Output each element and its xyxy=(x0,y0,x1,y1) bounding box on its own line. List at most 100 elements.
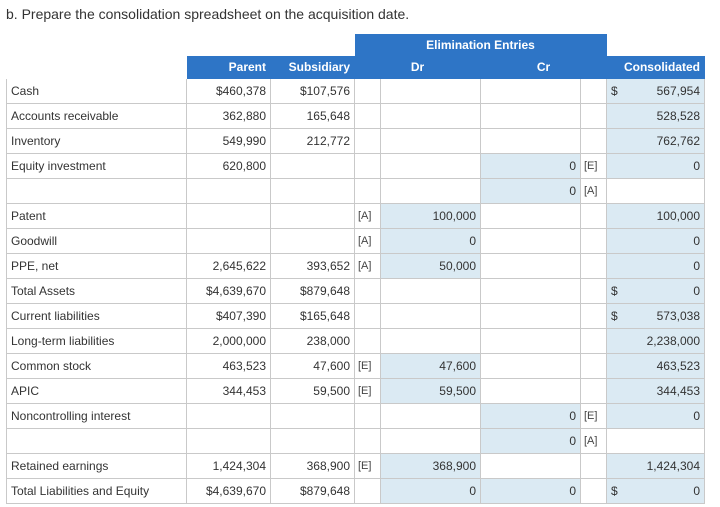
table-row: Noncontrolling interest 0 [E] 0 xyxy=(6,403,705,429)
consolidated-input[interactable]: 528,528 xyxy=(606,103,705,129)
dr-entry-tag: [E] xyxy=(354,453,381,479)
dr-entry-input[interactable]: 0 xyxy=(380,478,481,504)
row-label: APIC xyxy=(6,378,187,404)
header-row-columns: Parent Subsidiary Dr Cr Consolidated xyxy=(6,55,705,79)
cr-entry-input[interactable] xyxy=(480,453,581,479)
cr-entry-input[interactable]: 0 xyxy=(480,403,581,429)
consolidated-input[interactable]: $573,038 xyxy=(606,303,705,329)
dr-entry-input[interactable] xyxy=(380,403,481,429)
table-row: Cash $460,378 $107,576 $567,954 xyxy=(6,78,705,104)
row-label: Noncontrolling interest xyxy=(6,403,187,429)
row-label: Cash xyxy=(6,78,187,104)
dr-entry-tag xyxy=(354,428,381,454)
header-blank-2 xyxy=(186,34,271,56)
cr-entry-input[interactable] xyxy=(480,303,581,329)
cr-entry-input[interactable] xyxy=(480,328,581,354)
cr-entry-tag xyxy=(580,228,607,254)
consolidated-input[interactable]: 0 xyxy=(606,228,705,254)
dr-entry-input[interactable] xyxy=(380,328,481,354)
consolidated-value: 0 xyxy=(693,484,700,498)
consolidation-spreadsheet: Elimination Entries Parent Subsidiary Dr… xyxy=(6,34,705,504)
dr-entry-input[interactable]: 50,000 xyxy=(380,253,481,279)
dr-entry-input[interactable]: 368,900 xyxy=(380,453,481,479)
cr-entry-tag xyxy=(580,453,607,479)
row-label: Long-term liabilities xyxy=(6,328,187,354)
consolidated-input[interactable]: 0 xyxy=(606,403,705,429)
dr-entry-tag xyxy=(354,403,381,429)
header-consolidated: Consolidated xyxy=(606,55,705,79)
cr-entry-input[interactable]: 0 xyxy=(480,428,581,454)
cr-entry-input[interactable] xyxy=(480,203,581,229)
consolidated-input[interactable]: 100,000 xyxy=(606,203,705,229)
cr-entry-tag xyxy=(580,103,607,129)
dr-entry-tag xyxy=(354,278,381,304)
header-label-blank xyxy=(6,55,187,79)
cr-entry-input[interactable] xyxy=(480,228,581,254)
header-dr: Dr xyxy=(354,55,481,79)
consolidated-input[interactable]: 463,523 xyxy=(606,353,705,379)
dr-entry-input[interactable] xyxy=(380,303,481,329)
cr-entry-input[interactable] xyxy=(480,353,581,379)
consolidated-input[interactable]: 762,762 xyxy=(606,128,705,154)
subsidiary-value xyxy=(270,228,355,254)
cr-entry-input[interactable] xyxy=(480,278,581,304)
dr-entry-tag: [A] xyxy=(354,203,381,229)
cr-entry-input[interactable] xyxy=(480,378,581,404)
parent-value: $4,639,670 xyxy=(186,278,271,304)
cr-entry-input[interactable]: 0 xyxy=(480,478,581,504)
parent-value xyxy=(186,428,271,454)
parent-value: 549,990 xyxy=(186,128,271,154)
cr-entry-input[interactable]: 0 xyxy=(480,178,581,204)
dr-entry-input[interactable]: 100,000 xyxy=(380,203,481,229)
consolidated-value: 2,238,000 xyxy=(646,334,700,348)
row-label: Inventory xyxy=(6,128,187,154)
consolidated-value: 463,523 xyxy=(656,359,700,373)
consolidated-input[interactable]: $0 xyxy=(606,478,705,504)
dr-entry-input[interactable]: 59,500 xyxy=(380,378,481,404)
consolidated-input[interactable]: 1,424,304 xyxy=(606,453,705,479)
cr-entry-input[interactable] xyxy=(480,78,581,104)
dr-entry-input[interactable] xyxy=(380,178,481,204)
dr-entry-input[interactable] xyxy=(380,103,481,129)
consolidated-value: 0 xyxy=(693,284,700,298)
cr-entry-input[interactable] xyxy=(480,253,581,279)
dr-entry-input[interactable] xyxy=(380,428,481,454)
consolidated-input[interactable] xyxy=(606,428,705,454)
consolidated-input[interactable]: $0 xyxy=(606,278,705,304)
dr-entry-input[interactable]: 47,600 xyxy=(380,353,481,379)
header-subsidiary: Subsidiary xyxy=(270,55,355,79)
cr-entry-tag xyxy=(580,303,607,329)
parent-value: 620,800 xyxy=(186,153,271,179)
consolidated-value: 100,000 xyxy=(656,209,700,223)
dr-entry-input[interactable] xyxy=(380,153,481,179)
consolidated-input[interactable]: 2,238,000 xyxy=(606,328,705,354)
cr-entry-tag xyxy=(580,253,607,279)
dr-entry-input[interactable] xyxy=(380,128,481,154)
dr-entry-input[interactable] xyxy=(380,278,481,304)
consolidated-input[interactable]: 344,453 xyxy=(606,378,705,404)
subsidiary-value: 165,648 xyxy=(270,103,355,129)
parent-value: 362,880 xyxy=(186,103,271,129)
cr-entry-input[interactable]: 0 xyxy=(480,153,581,179)
parent-value xyxy=(186,203,271,229)
subsidiary-value: $107,576 xyxy=(270,78,355,104)
parent-value xyxy=(186,178,271,204)
parent-value: $460,378 xyxy=(186,78,271,104)
subsidiary-value: 47,600 xyxy=(270,353,355,379)
dr-entry-tag xyxy=(354,178,381,204)
consolidated-value: 0 xyxy=(693,159,700,173)
dr-entry-input[interactable]: 0 xyxy=(380,228,481,254)
table-row: Common stock 463,523 47,600 [E] 47,600 463,52… xyxy=(6,353,705,379)
dr-entry-input[interactable] xyxy=(380,78,481,104)
consolidated-value: 528,528 xyxy=(656,109,700,123)
consolidated-input[interactable] xyxy=(606,178,705,204)
consolidated-input[interactable]: 0 xyxy=(606,153,705,179)
subsidiary-value: 368,900 xyxy=(270,453,355,479)
consolidated-input[interactable]: 0 xyxy=(606,253,705,279)
parent-value: $4,639,670 xyxy=(186,478,271,504)
cr-entry-input[interactable] xyxy=(480,103,581,129)
cr-entry-input[interactable] xyxy=(480,128,581,154)
consolidated-input[interactable]: $567,954 xyxy=(606,78,705,104)
parent-value xyxy=(186,403,271,429)
